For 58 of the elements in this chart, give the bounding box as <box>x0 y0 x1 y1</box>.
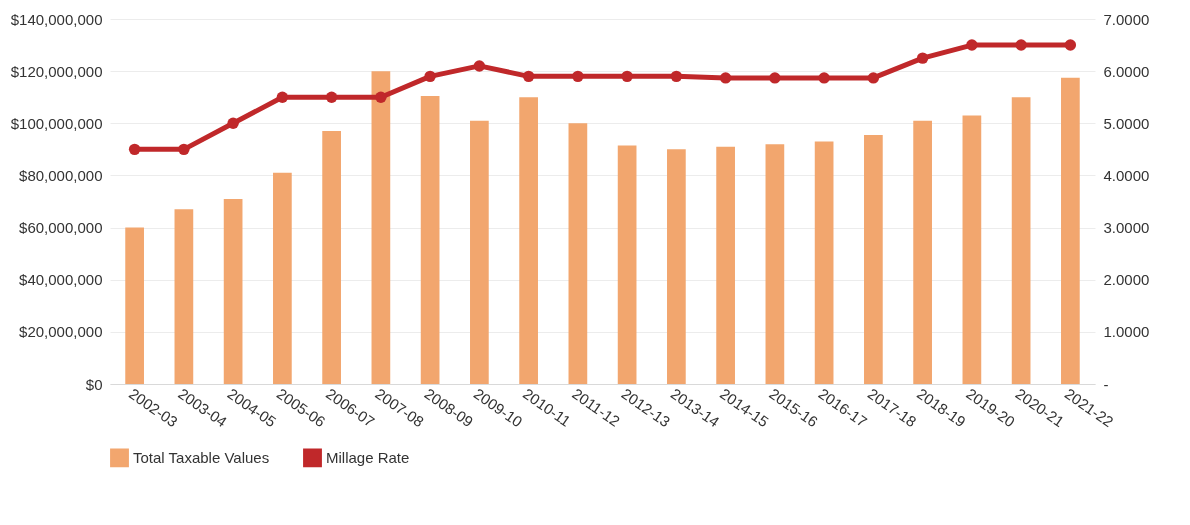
legend-label: Millage Rate <box>326 448 410 466</box>
point <box>966 39 978 51</box>
bar <box>174 209 194 384</box>
point <box>325 91 338 103</box>
point <box>621 70 633 83</box>
point <box>769 72 781 84</box>
y-tick-label: $60,000,000 <box>19 219 103 237</box>
y-tick-label: $120,000,000 <box>10 62 103 80</box>
bar <box>371 71 391 384</box>
bar <box>519 97 538 384</box>
point <box>424 70 436 83</box>
y2-tick-label: 7.0000 <box>1103 10 1150 28</box>
legend-label: Total Taxable Values <box>133 448 270 466</box>
point <box>916 52 929 64</box>
y2-tick-label: 5.0000 <box>1103 114 1150 132</box>
point <box>572 70 584 83</box>
point <box>522 70 535 83</box>
bar <box>913 120 932 384</box>
point <box>719 72 732 84</box>
bar <box>1061 77 1080 384</box>
point <box>227 117 239 129</box>
y-tick-label: $80,000,000 <box>19 166 103 184</box>
y2-tick-label: 2.0000 <box>1103 271 1150 289</box>
point <box>670 70 683 83</box>
point <box>1064 39 1077 51</box>
y2-tick-label: - <box>1103 375 1109 393</box>
bar <box>617 145 637 384</box>
y-tick-label: $20,000,000 <box>19 323 103 341</box>
bar <box>765 144 785 384</box>
bar <box>716 146 735 384</box>
y2-tick-label: 3.0000 <box>1103 219 1150 237</box>
y-tick-label: $100,000,000 <box>10 114 103 132</box>
bar <box>223 198 243 384</box>
point <box>375 91 387 103</box>
point <box>276 91 289 103</box>
bar <box>1011 97 1031 384</box>
point <box>867 72 880 84</box>
y2-tick-label: 4.0000 <box>1103 166 1150 184</box>
y2-tick-label: 1.0000 <box>1103 323 1150 341</box>
y2-tick-label: 6.0000 <box>1103 62 1150 80</box>
y-tick-label: $140,000,000 <box>10 10 103 28</box>
bar <box>420 95 440 384</box>
bar <box>273 172 292 384</box>
point <box>473 60 486 72</box>
point <box>1015 39 1027 51</box>
bar <box>322 131 341 384</box>
bar <box>864 135 883 384</box>
point <box>178 143 190 156</box>
bar <box>814 141 834 384</box>
bar <box>962 115 982 384</box>
bar <box>470 120 489 384</box>
bar <box>667 149 686 384</box>
bar <box>568 123 588 384</box>
bar <box>125 227 144 384</box>
y-tick-label: $0 <box>85 375 103 393</box>
point <box>818 72 830 84</box>
point <box>128 143 141 156</box>
y-tick-label: $40,000,000 <box>19 271 103 289</box>
